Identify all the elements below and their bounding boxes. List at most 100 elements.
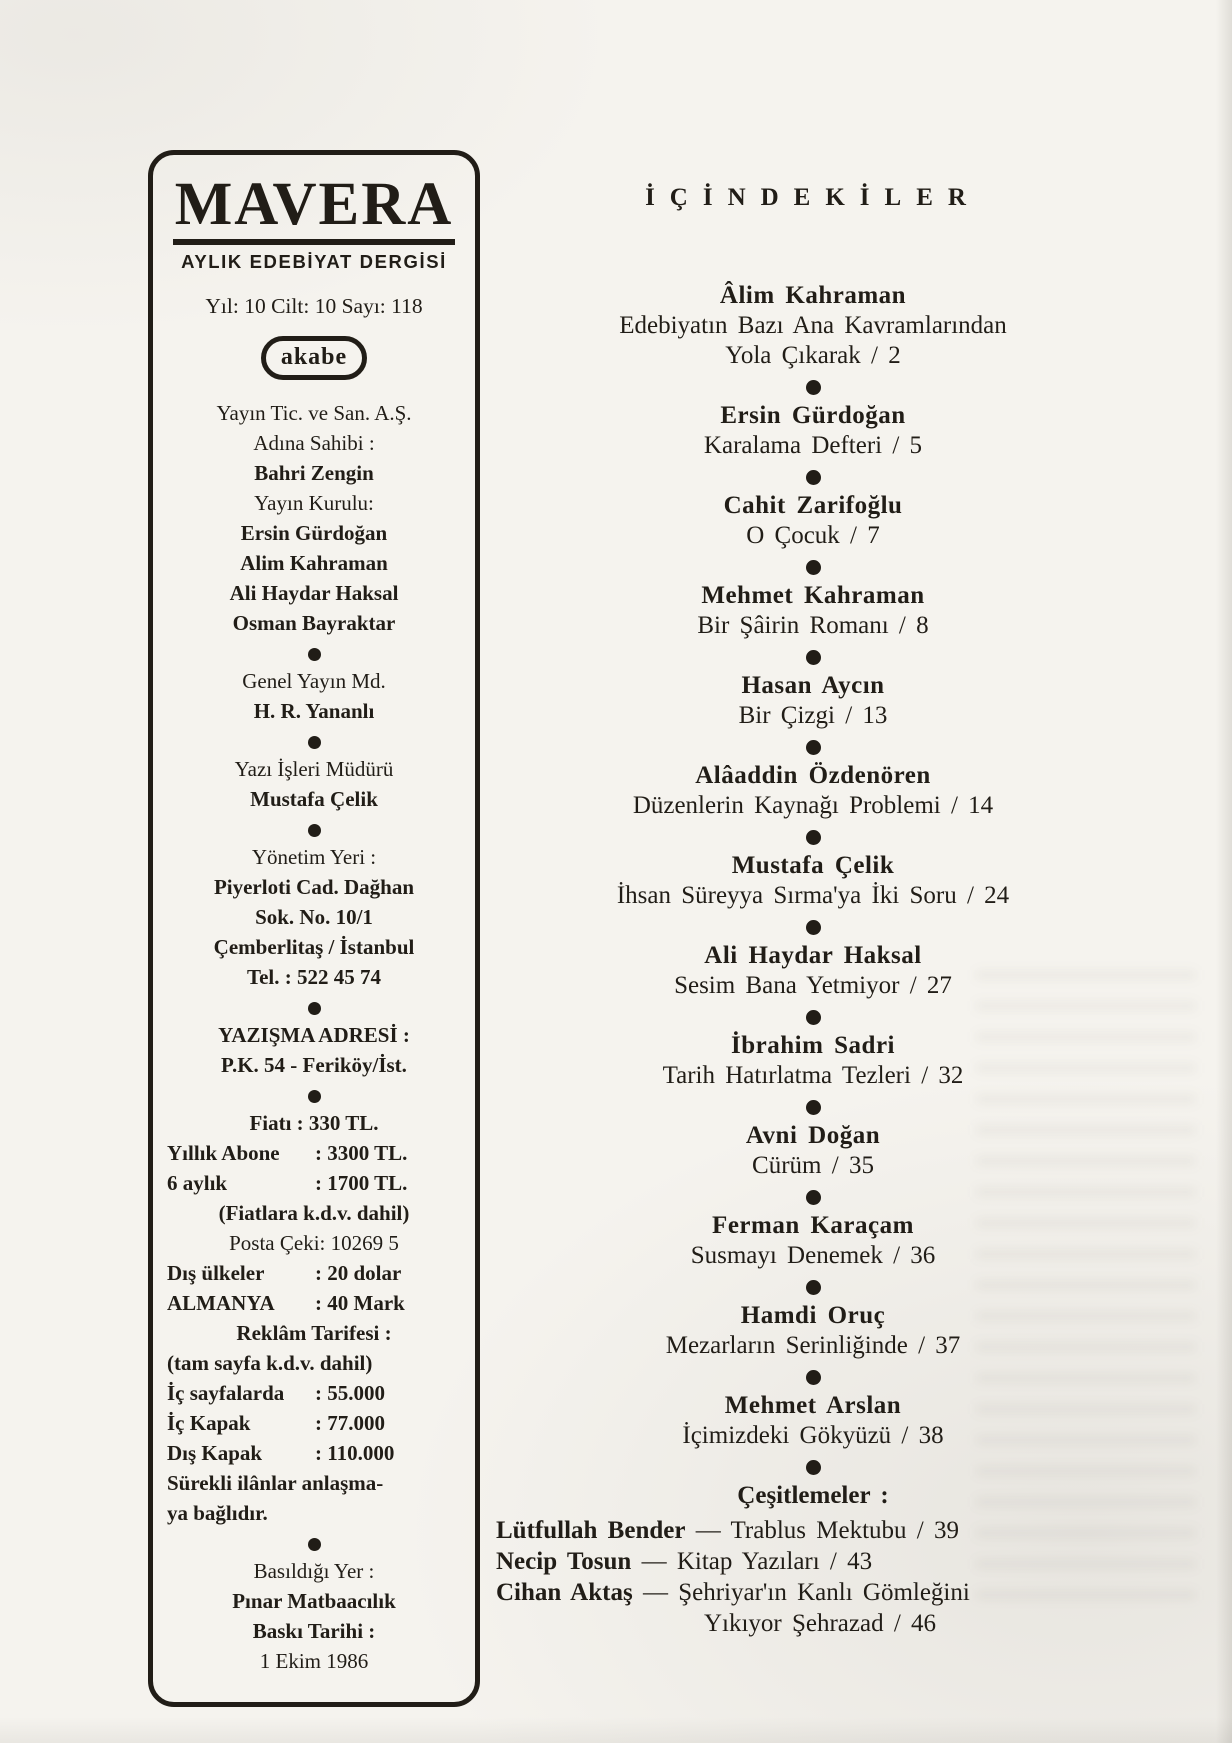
masthead-line: Ersin Gürdoğan	[240, 521, 388, 545]
price-value: : 3300 TL.	[315, 1141, 408, 1165]
imprint-line: Basıldığı Yer :	[253, 1559, 375, 1583]
toc-entry: Hasan Aycın Bir Çizgi / 13	[482, 671, 1144, 731]
price-row: Dış Kapak : 110.000	[167, 1438, 461, 1468]
bullet-separator	[167, 638, 461, 666]
toc-entry: Ali Haydar Haksal Sesim Bana Yetmiyor / …	[482, 941, 1144, 1001]
toc-entry-author: Hamdi Oruç	[740, 1302, 886, 1329]
price-value: : 1700 TL.	[315, 1171, 408, 1195]
bullet-icon	[805, 559, 821, 575]
misc-item: Cihan Aktaş — Şehriyar'ın Kanlı Gömleğin…	[496, 1577, 1144, 1639]
bullet-icon	[307, 1001, 321, 1015]
toc-entry-author: Hasan Aycın	[741, 672, 885, 699]
toc-entry: İbrahim Sadri Tarih Hatırlatma Tezleri /…	[482, 1031, 1144, 1091]
bullet-icon	[805, 919, 821, 935]
masthead-line: H. R. Yananlı	[253, 699, 375, 723]
toc-entry-title: Mezarların Serinliğinde / 37	[665, 1332, 961, 1359]
scan-bottom-artifact	[0, 1717, 1232, 1743]
price-value: : 20 dolar	[315, 1261, 402, 1285]
scan-edge-artifact	[1216, 0, 1232, 1743]
toc-entry: Mehmet Arslan İçimizdeki Gökyüzü / 38	[482, 1391, 1144, 1451]
logo-text: MAVERA	[172, 173, 456, 245]
bullet-separator	[482, 461, 1144, 491]
price-label: ALMANYA	[167, 1291, 275, 1315]
toc-entry-author: Mustafa Çelik	[731, 852, 895, 879]
bullet-separator	[482, 821, 1144, 851]
bullet-icon	[805, 469, 821, 485]
misc-item-title-continued: Yıkıyor Şehrazad / 46	[703, 1610, 937, 1637]
masthead-line: Bahri Zengin	[254, 461, 374, 485]
price-value: : 110.000	[315, 1441, 395, 1465]
bullet-separator	[482, 1451, 1144, 1481]
price-label: Dış ülkeler	[167, 1261, 265, 1285]
toc-entry: Mustafa Çelik İhsan Süreyya Sırma'ya İki…	[482, 851, 1144, 911]
imprint-line: Pınar Matbaacılık	[232, 1589, 396, 1613]
price-value: : 77.000	[315, 1411, 385, 1435]
bullet-separator	[167, 1080, 461, 1108]
price-line: (Fiatlara k.d.v. dahil)	[218, 1201, 410, 1225]
toc-entry: Ersin Gürdoğan Karalama Defteri / 5	[482, 401, 1144, 461]
misc-item-title: — Şehriyar'ın Kanlı Gömleğini	[642, 1579, 970, 1606]
bullet-separator	[482, 641, 1144, 671]
bullet-separator	[482, 1181, 1144, 1211]
scan-bleed-artifact	[976, 960, 1196, 1600]
price-label: 6 aylık	[167, 1171, 228, 1195]
price-label: İç sayfalarda	[167, 1381, 285, 1405]
price-label: İç Kapak	[167, 1411, 251, 1435]
price-line: Posta Çeki: 10269 5	[229, 1231, 399, 1255]
bullet-separator	[482, 1091, 1144, 1121]
masthead-line: Piyerloti Cad. Dağhan	[213, 875, 415, 899]
toc-entry-author: Ali Haydar Haksal	[704, 942, 922, 969]
toc-entry-title: Bir Şâirin Romanı / 8	[697, 612, 929, 639]
bullet-separator	[482, 1361, 1144, 1391]
masthead-line: Alim Kahraman	[240, 551, 388, 575]
bullet-separator	[482, 911, 1144, 941]
bullet-icon	[805, 379, 821, 395]
price-value: : 55.000	[315, 1381, 385, 1405]
price-label: Yıllık Abone	[167, 1141, 280, 1165]
price-label: Dış Kapak	[167, 1441, 263, 1465]
ad-tariff-heading: Reklâm Tarifesi :	[236, 1321, 392, 1345]
akabe-badge: akabe	[260, 336, 368, 380]
imprint-line: 1 Ekim 1986	[259, 1649, 369, 1673]
bullet-separator	[482, 371, 1144, 401]
toc-entry-author: Cahit Zarifoğlu	[723, 492, 903, 519]
toc-entry-title: İhsan Süreyya Sırma'ya İki Soru / 24	[616, 882, 1010, 909]
bullet-separator	[482, 551, 1144, 581]
bullet-icon	[805, 829, 821, 845]
toc-entry-title: Edebiyatın Bazı Ana Kavramlarından	[619, 312, 1007, 339]
toc-entry-title: İçimizdeki Gökyüzü / 38	[682, 1422, 944, 1449]
bullet-icon	[805, 1279, 821, 1295]
misc-item-title: — Kitap Yazıları / 43	[641, 1548, 873, 1575]
toc-entry-author: İbrahim Sadri	[730, 1032, 895, 1059]
ad-tariff-note: (tam sayfa k.d.v. dahil)	[167, 1351, 373, 1375]
table-of-contents: İÇİNDEKİLER Âlim Kahraman Edebiyatın Baz…	[482, 183, 1144, 1639]
masthead-line: Mustafa Çelik	[250, 787, 378, 811]
ads-note-line: ya bağlıdır.	[167, 1501, 268, 1525]
bullet-icon	[805, 1189, 821, 1205]
toc-entry-title: Susmayı Denemek / 36	[690, 1242, 936, 1269]
logo-tagline: AYLIK EDEBİYAT DERGİSİ	[181, 251, 447, 272]
bullet-icon	[307, 647, 321, 661]
masthead-line: Osman Bayraktar	[232, 611, 396, 635]
bullet-separator	[167, 726, 461, 754]
toc-entry-author: Mehmet Kahraman	[701, 582, 925, 609]
magazine-logo: MAVERA AYLIK EDEBİYAT DERGİSİ	[167, 173, 461, 274]
masthead-line: Ali Haydar Haksal	[229, 581, 399, 605]
toc-entry-title: Cürüm / 35	[752, 1152, 874, 1179]
bullet-icon	[805, 739, 821, 755]
misc-item-author: Cihan Aktaş	[496, 1579, 633, 1606]
toc-entry: Ferman Karaçam Susmayı Denemek / 36	[482, 1211, 1144, 1271]
toc-entry-title: Tarih Hatırlatma Tezleri / 32	[662, 1062, 964, 1089]
masthead-line: Genel Yayın Md.	[242, 669, 386, 693]
imprint-line: Baskı Tarihi :	[252, 1619, 376, 1643]
masthead-line: Adına Sahibi :	[253, 431, 375, 455]
misc-item-author: Lütfullah Bender	[496, 1517, 686, 1544]
bullet-icon	[805, 1009, 821, 1025]
misc-item: Lütfullah Bender — Trablus Mektubu / 39	[496, 1515, 1144, 1546]
bullet-separator	[167, 1528, 461, 1556]
toc-entry: Âlim Kahraman Edebiyatın Bazı Ana Kavram…	[482, 281, 1144, 371]
misc-item-author: Necip Tosun	[496, 1548, 632, 1575]
bullet-icon	[805, 1369, 821, 1385]
misc-item-title: — Trablus Mektubu / 39	[695, 1517, 959, 1544]
ads-note-line: Sürekli ilânlar anlaşma-	[167, 1471, 384, 1495]
